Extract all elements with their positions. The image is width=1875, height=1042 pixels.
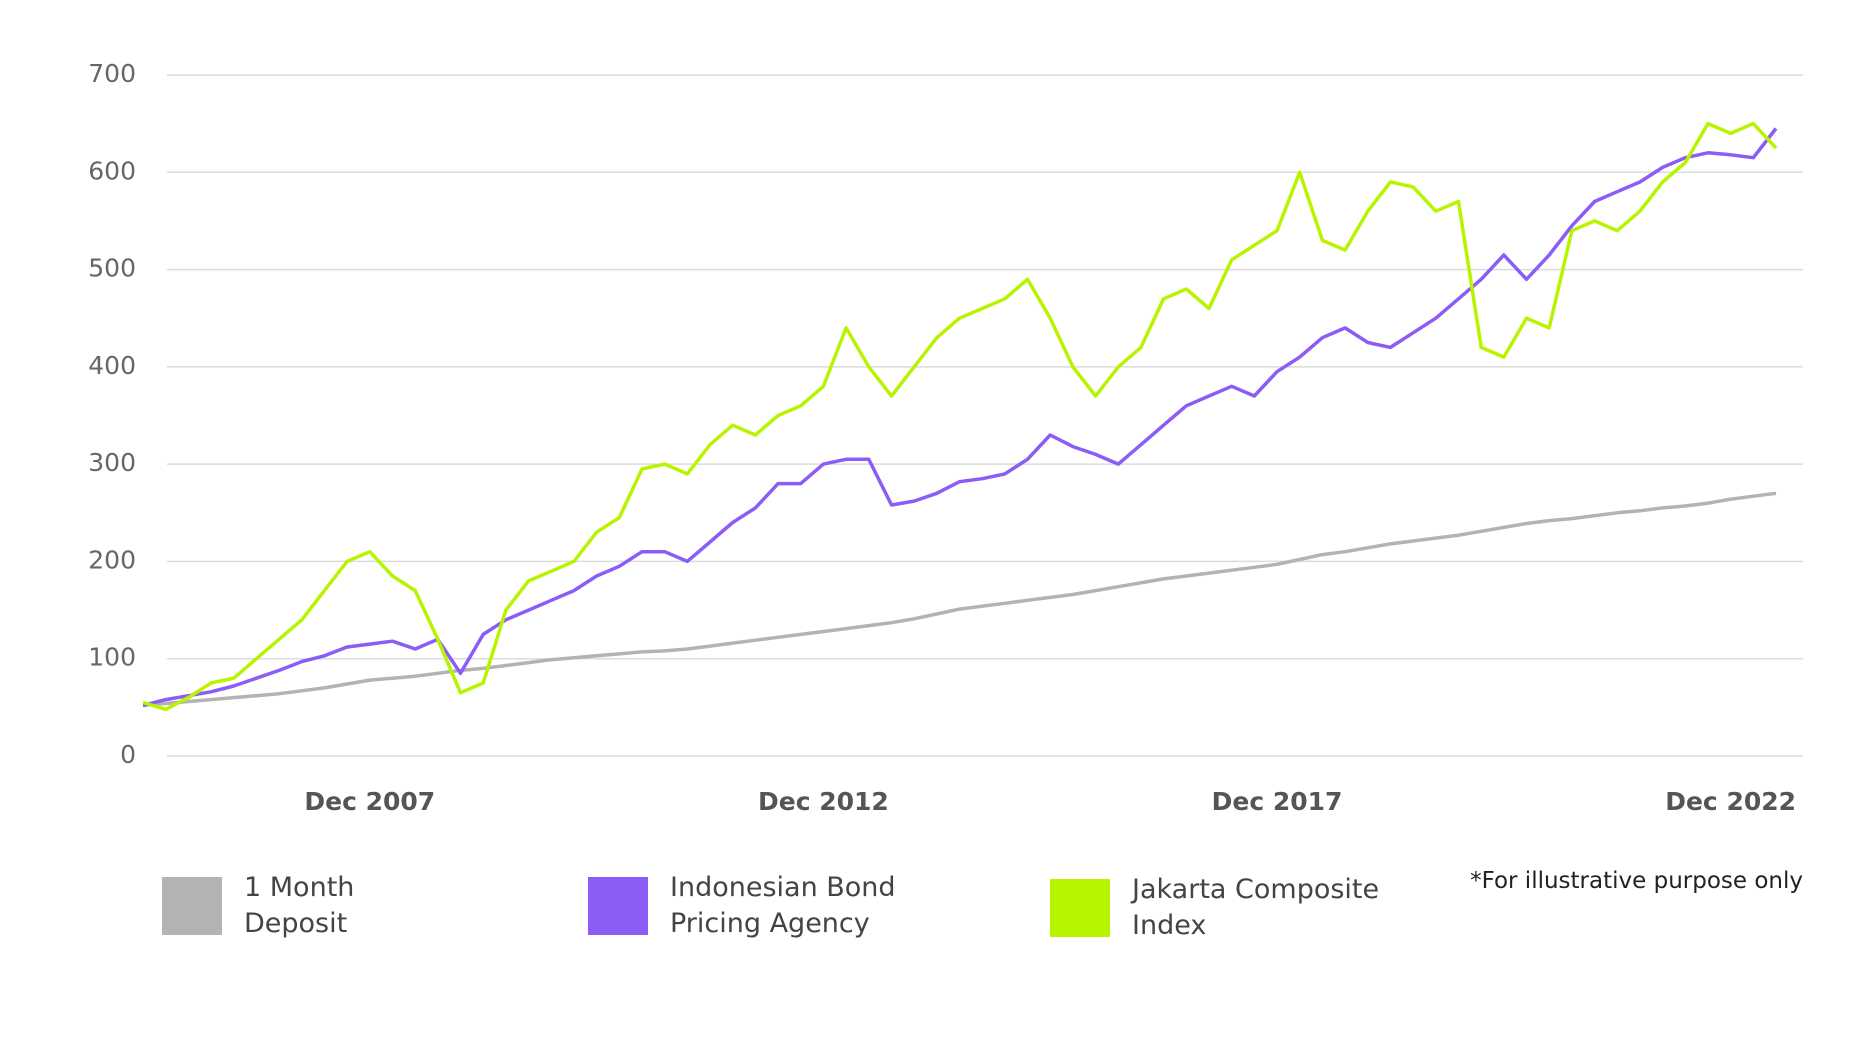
- legend-label: Jakarta Composite Index: [1132, 874, 1380, 941]
- line-series: [142, 121, 1778, 712]
- line-series: [142, 127, 1778, 708]
- x-tick-label: Dec 2012: [758, 787, 889, 816]
- legend-item: 1 Month Deposit: [162, 870, 374, 942]
- y-tick-label: 700: [88, 59, 136, 88]
- y-tick-label: 0: [120, 740, 136, 769]
- legend-label: 1 Month Deposit: [244, 872, 355, 939]
- legend-item: Indonesian Bond Pricing Agency: [588, 870, 920, 942]
- y-tick-label: 300: [88, 448, 136, 477]
- x-tick-label: Dec 2007: [304, 787, 435, 816]
- y-tick-label: 200: [88, 545, 136, 574]
- x-tick-label: Dec 2017: [1212, 787, 1343, 816]
- y-tick-label: 100: [88, 643, 136, 672]
- legend-swatch: [1050, 879, 1110, 937]
- legend-swatch: [162, 877, 222, 935]
- y-tick-label: 500: [88, 254, 136, 283]
- legend-label: Indonesian Bond Pricing Agency: [670, 872, 896, 939]
- x-tick-label: Dec 2022: [1665, 787, 1796, 816]
- legend-swatch: [588, 877, 648, 935]
- line-series: [142, 491, 1777, 708]
- y-tick-label: 400: [88, 351, 136, 380]
- annotation: *For illustrative purpose only: [1470, 868, 1803, 894]
- legend-item: Jakarta Composite Index: [1050, 872, 1382, 944]
- y-tick-label: 600: [88, 156, 136, 185]
